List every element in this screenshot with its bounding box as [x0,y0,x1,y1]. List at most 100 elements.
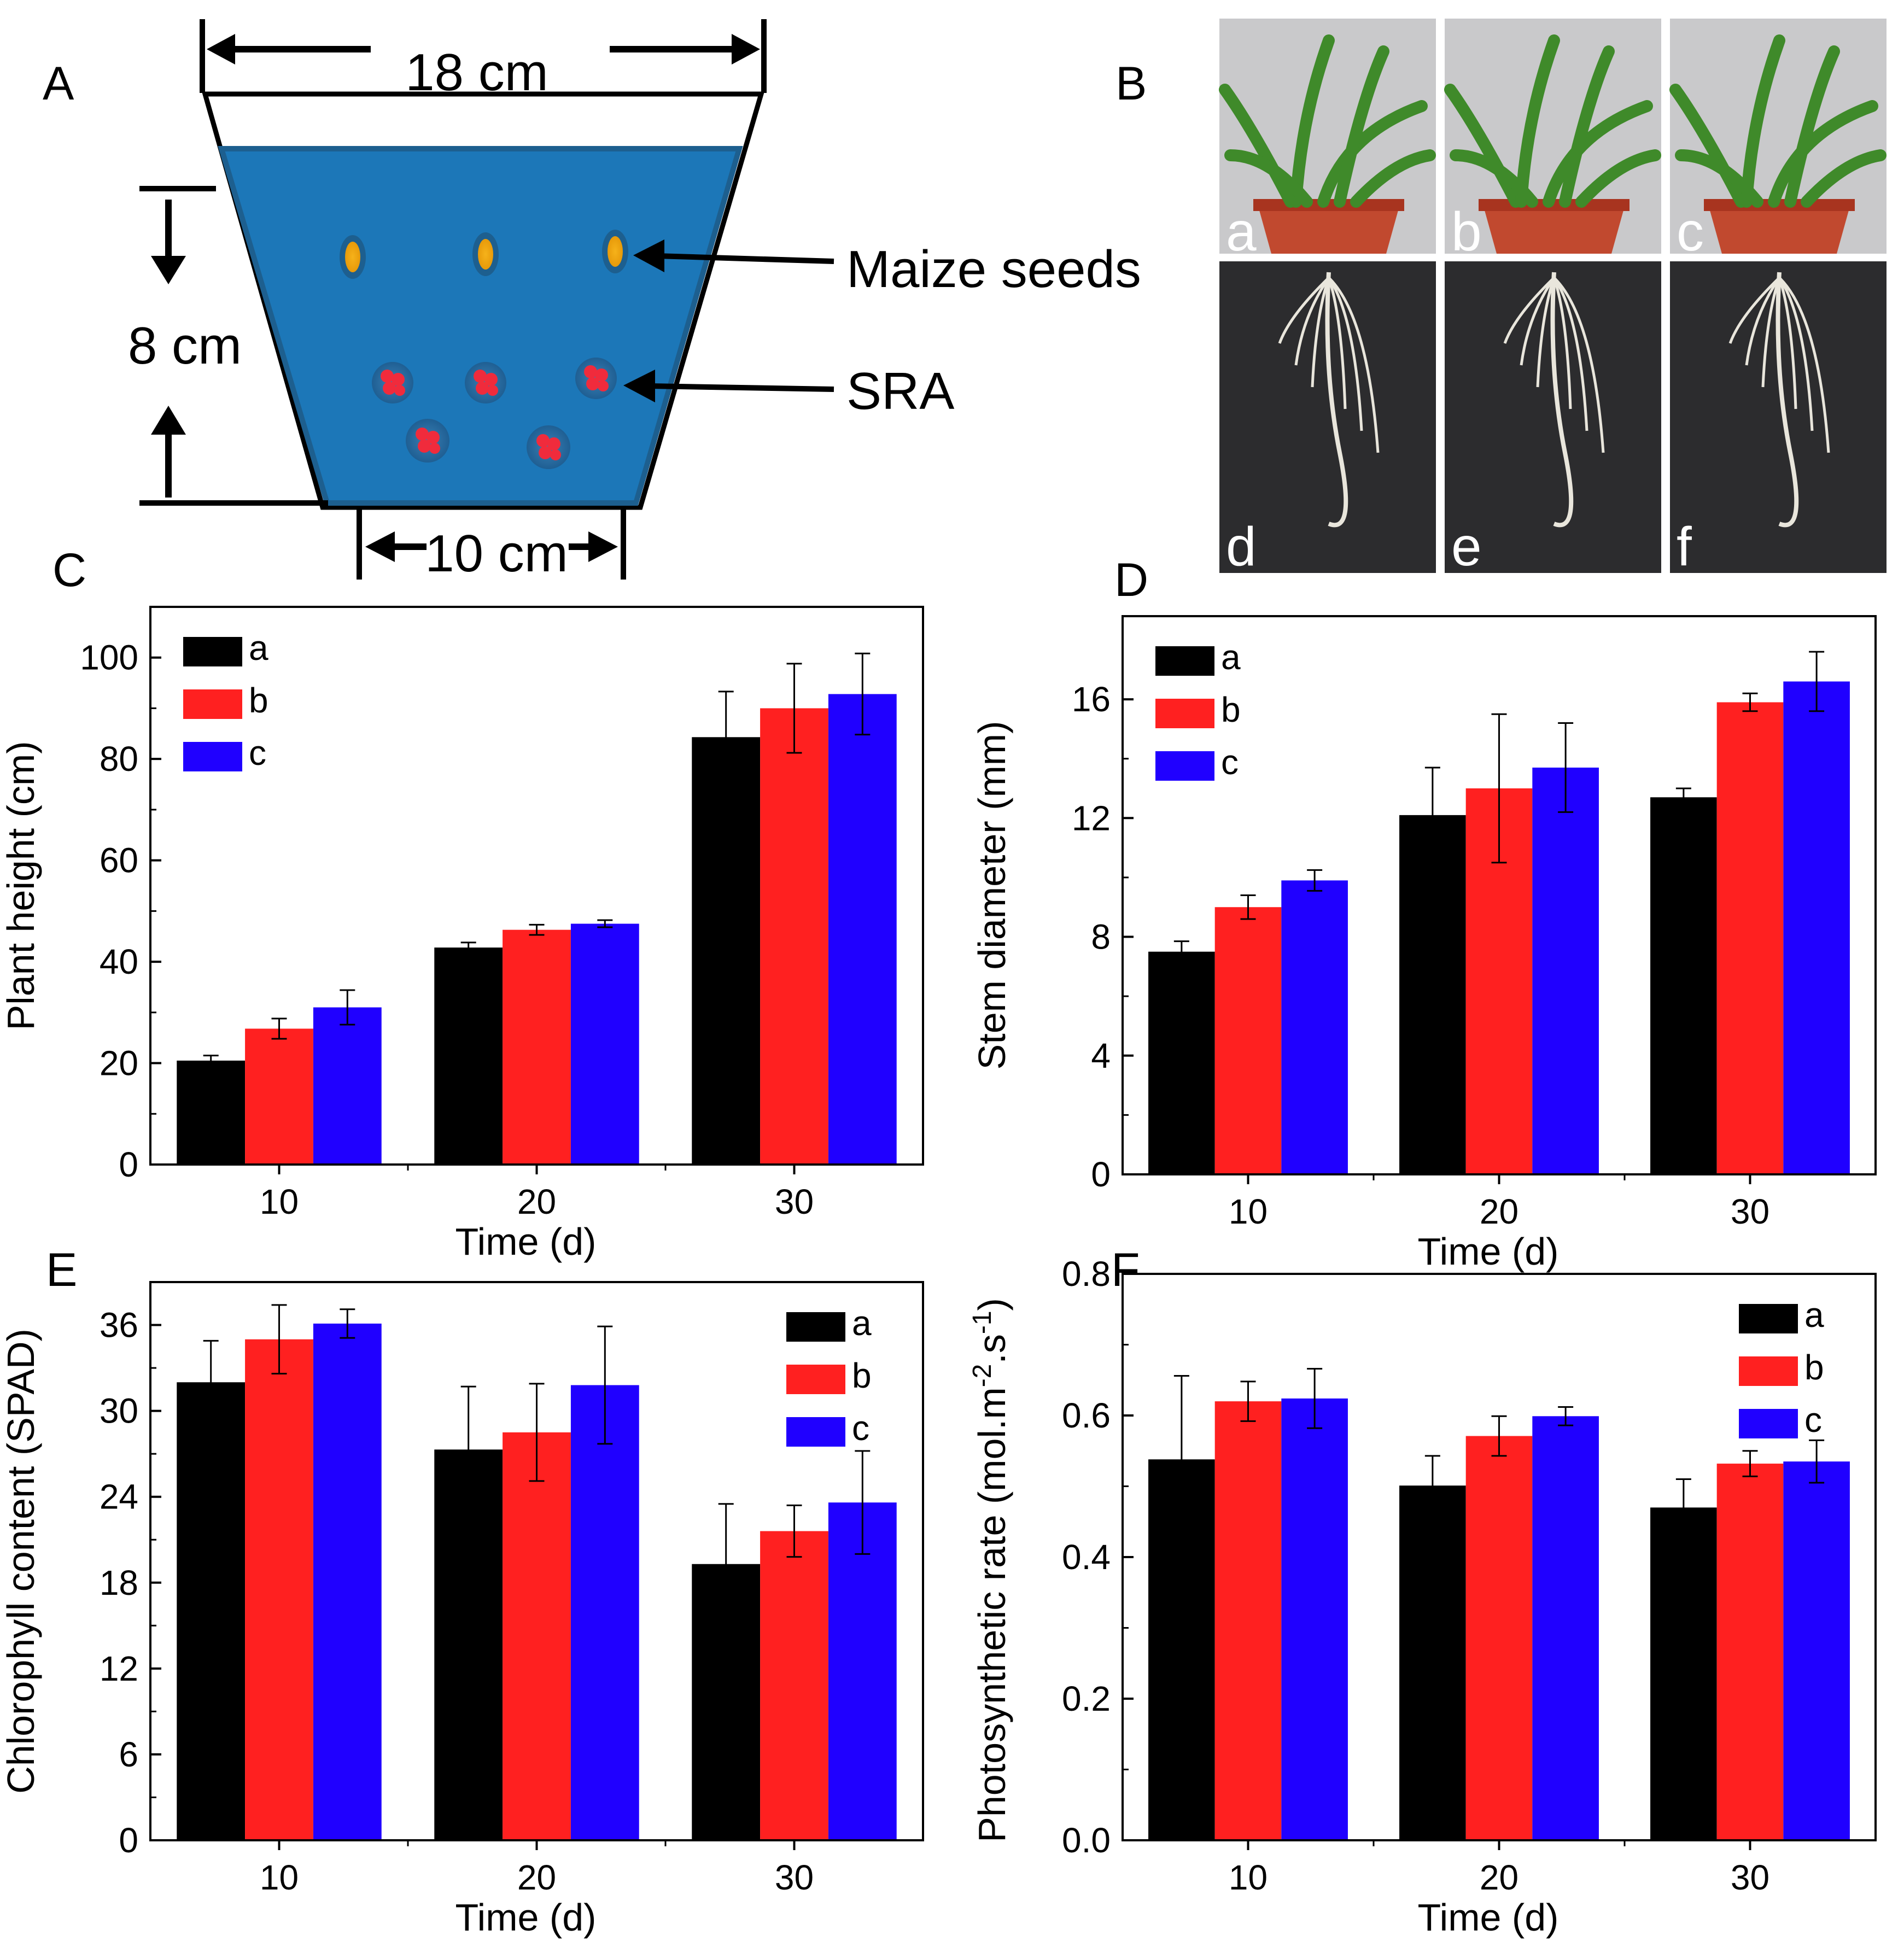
bar-b-20 [503,1432,571,1840]
error-bar-b-30 [786,1504,802,1558]
error-bar-b-20 [529,923,545,936]
panel-f: F 0.0 0.2 0.4 0.6 0.8 10 20 30 Time (d) Photosynt… [968,1244,1877,1939]
y-axis-title-superscript: -2 [968,1364,997,1388]
y-axis-title: Photosynthetic rate (mol.m-2.s-1) [968,1298,1014,1842]
leaf-shape [1784,45,1840,208]
legend-label-c: c [1804,1400,1822,1440]
root-photo-d: d [1219,261,1436,577]
legend-swatch-b [786,1365,845,1394]
y-tick-label: 0.2 [1062,1679,1111,1718]
y-tick-label: 60 [100,841,138,880]
pot-outline [202,91,765,510]
legend-swatch-a [786,1312,845,1342]
error-bar-c-30 [855,652,871,736]
panel-label-f: F [1111,1244,1140,1296]
pot-shape [1258,204,1400,254]
error-bar-a-20 [460,941,476,953]
x-tick-label: 20 [1480,1192,1518,1231]
bar-c-20 [570,923,639,1165]
error-bar-c-10 [1307,869,1323,892]
panel-b: B a b c d e f [1115,19,1887,577]
error-bar-b-10 [271,1017,287,1040]
plant-photo-c: c [1669,19,1887,262]
error-bar-a-10 [1173,1374,1189,1544]
error-bar-a-20 [1424,1455,1440,1517]
leaf-shape [1575,149,1661,208]
pot-soil [218,146,743,506]
bar-b-30 [760,1531,828,1840]
legend-label-b: b [1221,690,1241,729]
root-photo-e: e [1445,261,1661,577]
y-tick-label: 80 [100,739,138,779]
bar-b-30 [760,708,828,1165]
root-strand [1728,277,1780,344]
bar-c-10 [1281,880,1348,1174]
error-bar-c-20 [1558,722,1574,813]
legend-label-b: b [1804,1348,1824,1387]
error-bar-c-20 [597,919,613,928]
root-strand [1520,277,1556,366]
legend-swatch-b [183,689,242,719]
y-axis-title: Plant height (cm) [0,741,42,1030]
x-axis-title: Time (d) [455,1220,597,1263]
x-axis-title: Time (d) [455,1896,597,1939]
root-strand [1553,277,1605,453]
bar-a-20 [1399,1485,1466,1840]
leaf-shape [1350,149,1436,208]
bar-c-10 [313,1007,382,1165]
x-tick-label: 10 [260,1858,299,1897]
panel-label-d: D [1114,554,1148,606]
x-tick-label: 10 [260,1182,299,1221]
bar-c-20 [1532,1416,1599,1840]
root-strand [1294,277,1330,366]
bar-a-10 [1148,951,1215,1174]
dim-bottom-width: 10 cm [425,524,568,583]
bar-a-20 [434,1449,503,1840]
error-bar-a-30 [1675,787,1691,808]
plant-photo-b: b [1444,19,1661,262]
panel-d: D 0 4 8 12 16 10 20 30 Time (d) Stem diameter (mm… [971,554,1877,1273]
legend-swatch-c [1155,751,1214,781]
x-tick-label: 10 [1229,1858,1268,1897]
legend-swatch-b [1155,699,1214,728]
y-tick-label: 0 [119,1145,138,1184]
bar-b-10 [245,1028,313,1165]
error-bar-b-20 [1491,1415,1507,1457]
leaf-shape [1219,84,1296,208]
y-tick-label: 100 [80,638,138,677]
error-bar-b-30 [1742,692,1758,712]
bar-c-30 [828,694,897,1165]
bar-b-20 [503,929,571,1165]
bar-b-10 [245,1339,313,1840]
y-tick-label: 16 [1072,680,1111,719]
panel-label-b: B [1115,57,1147,110]
y-tick-label: 30 [100,1391,138,1431]
bar-c-20 [570,1385,639,1840]
panel-label-c: C [52,544,86,596]
error-bar-c-10 [340,989,355,1026]
plant-photo-label: a [1226,201,1257,262]
root-strand [1327,277,1347,409]
bar-a-30 [1650,1507,1717,1840]
panel-a: A 18 cm [43,19,1141,583]
y-axis-title-part: ) [971,1298,1013,1311]
x-tick-label: 10 [1229,1192,1268,1231]
x-tick-label: 30 [1731,1192,1769,1231]
legend-label-c: c [852,1408,869,1448]
bar-a-10 [177,1382,246,1840]
legend-swatch-c [1739,1409,1798,1438]
x-tick-label: 20 [1480,1858,1518,1897]
root-strand [1552,277,1572,409]
y-tick-label: 12 [1072,798,1111,838]
root-photo-label: f [1677,516,1692,577]
legend-label-a: a [852,1303,872,1343]
legend: abc [1739,1295,1824,1440]
error-bar-b-30 [1742,1450,1758,1477]
panel-e: E 0 6 12 18 24 30 36 10 20 30 Time (d) Chlorophyll … [0,1244,924,1939]
bar-a-20 [434,947,503,1165]
y-axis-title-part: .s [971,1334,1013,1364]
bar-a-20 [1399,815,1466,1174]
y-axis-title-superscript: -1 [968,1311,997,1334]
leaf-shape [1669,84,1747,208]
error-bar-c-10 [340,1308,355,1339]
